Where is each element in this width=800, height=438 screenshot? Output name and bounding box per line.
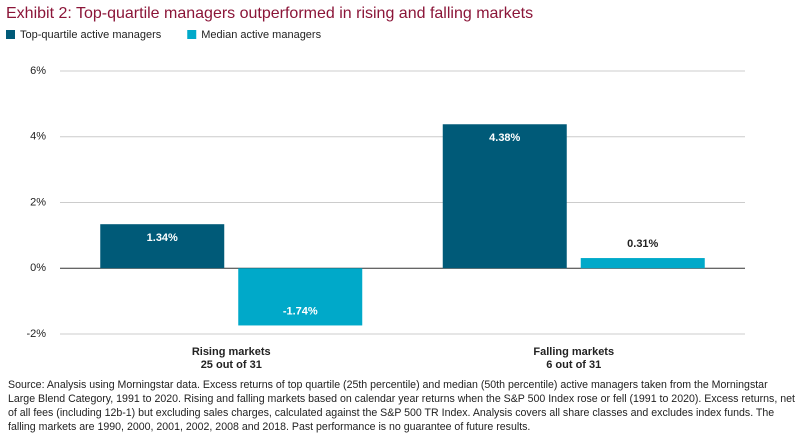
y-tick-label: 0% (30, 262, 46, 274)
chart: Exhibit 2: Top-quartile managers outperf… (6, 5, 745, 371)
bar (100, 224, 225, 269)
legend-swatch (187, 30, 197, 39)
legend-swatch (6, 30, 15, 39)
y-tick-label: 4% (30, 131, 46, 143)
legend-label: Median active managers (201, 29, 321, 41)
y-tick-label: 6% (30, 65, 46, 77)
bar (580, 258, 705, 269)
y-tick-label: 2% (30, 196, 46, 208)
chart-title: Exhibit 2: Top-quartile managers outperf… (6, 5, 533, 22)
bar (238, 268, 363, 326)
x-tick-label: Rising markets (192, 346, 271, 358)
source-note: Source: Analysis using Morningstar data.… (8, 379, 795, 433)
x-tick-label: Falling markets (533, 346, 614, 358)
x-tick-sublabel: 25 out of 31 (201, 359, 262, 371)
legend-label: Top-quartile active managers (20, 29, 162, 41)
y-tick-label: -2% (26, 328, 46, 340)
x-tick-sublabel: 6 out of 31 (546, 359, 601, 371)
bar (442, 124, 567, 269)
value-label: -1.74% (283, 305, 318, 317)
value-label: 1.34% (147, 232, 178, 244)
value-label: 4.38% (489, 132, 520, 144)
value-label: 0.31% (627, 238, 658, 250)
